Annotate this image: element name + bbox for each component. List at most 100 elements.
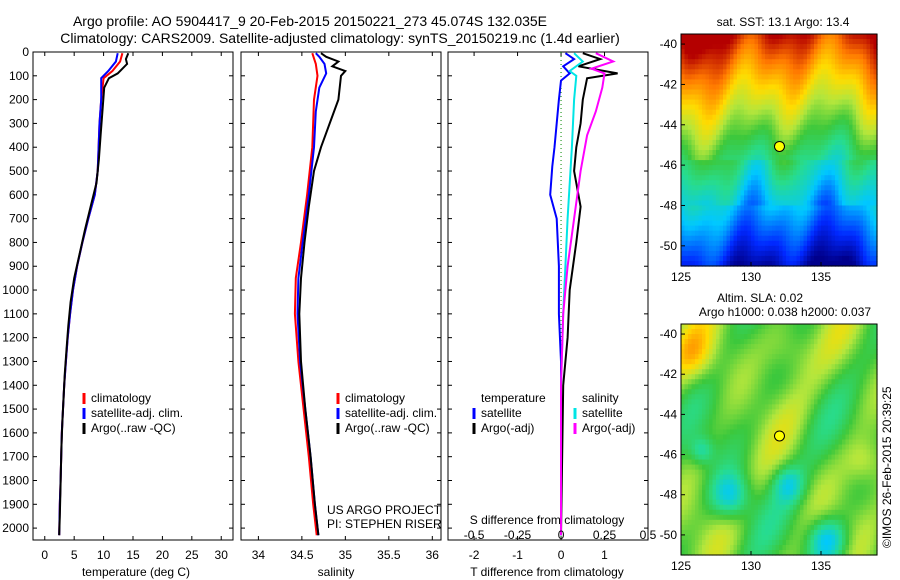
p-sst-cell [772, 94, 777, 101]
p-sst-cell [849, 190, 854, 196]
p-sla-cell [803, 439, 808, 446]
p-sst-cell [768, 150, 773, 156]
p-sla-cell [793, 389, 798, 395]
p-sla-cell [702, 479, 707, 486]
p-sst-cell [849, 54, 854, 60]
p-sst-cell [751, 84, 756, 91]
p-sst-cell [754, 134, 759, 141]
p-sla-cell [814, 349, 819, 355]
p-sst-cell [702, 235, 707, 242]
p-sst-cell [810, 69, 815, 75]
p-sla-cell [810, 364, 815, 370]
diff-s-tick-label: -0.25 [504, 528, 532, 542]
p-sla-cell [761, 499, 766, 506]
p-sla-cell [702, 354, 707, 360]
p-sst-cell [744, 200, 749, 207]
p-sla-cell [870, 449, 875, 456]
p-sla-cell [856, 384, 861, 390]
p-sst-cell [740, 175, 745, 181]
p-sla-cell [828, 489, 833, 496]
p-sst-cell [835, 39, 840, 45]
p-sla-cell [726, 334, 731, 340]
p-sst-cell [810, 134, 815, 141]
p-sst-cell [831, 210, 836, 217]
p-sla-cell [768, 364, 773, 370]
p-sla-cell [793, 409, 798, 415]
p-sla-cell [786, 434, 791, 441]
p-sla-cell [716, 379, 721, 385]
p-sst-cell [800, 155, 805, 161]
p-sst-cell [821, 225, 826, 232]
p-sla-cell [831, 409, 836, 415]
p-sla-cell [726, 464, 731, 471]
p-sla-cell [681, 449, 686, 456]
p-sst-cell [824, 89, 829, 96]
p-sla-cell [852, 459, 857, 466]
p-sst-cell [737, 195, 742, 202]
p-sst-cell [709, 170, 714, 176]
p-sla-cell [856, 504, 861, 511]
p-sla-cell [740, 369, 745, 375]
p-sla-cell [789, 484, 794, 491]
p-sla-cell [782, 479, 787, 486]
p-sla-cell [765, 469, 770, 476]
p-sst-cell [814, 64, 819, 70]
p-sst-cell [709, 155, 714, 161]
p-sla-cell [873, 509, 878, 516]
p-sla-cell [807, 329, 812, 335]
p-sst-cell [747, 245, 752, 252]
p-sla-cell [852, 474, 857, 481]
p-sst-cell [849, 64, 854, 70]
p-sla-cell [828, 449, 833, 456]
temp-ytick-label: 1600 [2, 426, 29, 440]
p-sst-cell [768, 139, 773, 146]
p-sst-cell [866, 185, 871, 191]
p-sst-cell [810, 155, 815, 161]
p-sla-cell [856, 349, 861, 355]
p-sst-cell [817, 205, 822, 212]
p-sla-cell [796, 364, 801, 370]
p-sla-cell [782, 474, 787, 481]
p-sst-cell [772, 200, 777, 207]
p-sst-cell [681, 64, 686, 70]
p-sst-cell [691, 210, 696, 217]
p-sla-cell [793, 479, 798, 486]
p-sst-cell [754, 54, 759, 60]
p-sst-cell [814, 260, 819, 267]
p-sst-cell [754, 215, 759, 222]
p-sla-cell [775, 474, 780, 481]
p-sla-cell [852, 419, 857, 426]
p-sst-cell [761, 260, 766, 267]
p-sst-cell [821, 185, 826, 191]
p-sla-cell [863, 449, 868, 456]
p-sst-cell [810, 89, 815, 96]
p-sla-cell [845, 494, 850, 501]
p-sla-cell [873, 499, 878, 506]
p-sla-cell [758, 484, 763, 491]
p-sst-cell [838, 69, 843, 75]
p-sla-cell [842, 359, 847, 365]
p-sla-cell [688, 339, 693, 345]
p-sla-cell [814, 439, 819, 446]
p-sla-cell [873, 354, 878, 360]
p-sla-cell [737, 484, 742, 491]
p-sla-cell [859, 329, 864, 335]
p-sla-cell [751, 354, 756, 360]
p-sla-cell [733, 409, 738, 415]
p-sla-cell [817, 354, 822, 360]
p-sst-cell [758, 134, 763, 141]
p-sla-cell [733, 379, 738, 385]
p-sst-cell [758, 175, 763, 181]
p-sst-cell [758, 39, 763, 45]
p-sst-cell [772, 205, 777, 212]
p-sla-cell [688, 509, 693, 516]
p-sst-cell [796, 59, 801, 65]
p-sla-cell [681, 354, 686, 360]
p-sst-cell [849, 99, 854, 106]
p-sla-cell [740, 414, 745, 421]
p-sla-cell [845, 374, 850, 380]
p-sst-cell [733, 129, 738, 136]
p-sst-cell [709, 74, 714, 80]
p-sla-cell [730, 424, 735, 431]
p-sst-cell [807, 54, 812, 60]
